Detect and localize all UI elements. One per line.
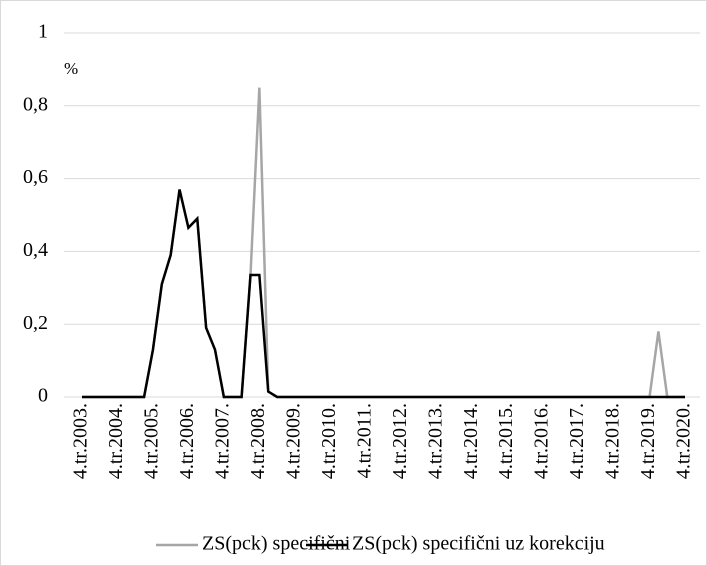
x-tick-label: 4.tr.2020. bbox=[673, 403, 695, 479]
series-line bbox=[82, 189, 685, 399]
x-tick-label: 4.tr.2012. bbox=[389, 403, 411, 479]
x-tick-label: 4.tr.2004. bbox=[105, 403, 127, 479]
legend-label: ZS(pck) specifični bbox=[202, 533, 351, 555]
x-tick-label: 4.tr.2003. bbox=[70, 403, 92, 479]
y-tick-label: 1 bbox=[38, 21, 48, 43]
y-tick-label: 0,6 bbox=[23, 166, 48, 188]
x-tick-label: 4.tr.2014. bbox=[460, 403, 482, 479]
y-tick-label: 0 bbox=[38, 385, 48, 407]
x-tick-label: 4.tr.2010. bbox=[318, 403, 340, 479]
x-tick-label: 4.tr.2018. bbox=[602, 403, 624, 479]
y-tick-label: 0,8 bbox=[23, 93, 48, 115]
x-tick-label: 4.tr.2005. bbox=[141, 403, 163, 479]
x-tick-label: 4.tr.2007. bbox=[211, 403, 233, 479]
legend-label: ZS(pck) specifični uz korekciju bbox=[352, 533, 605, 555]
x-tick-label: 4.tr.2016. bbox=[531, 403, 553, 479]
x-tick-label: 4.tr.2008. bbox=[247, 403, 269, 479]
x-tick-label: 4.tr.2019. bbox=[637, 403, 659, 479]
y-tick-label: 0,2 bbox=[23, 312, 48, 334]
x-tick-label: 4.tr.2006. bbox=[176, 403, 198, 479]
x-tick-label: 4.tr.2009. bbox=[282, 403, 304, 479]
x-tick-label: 4.tr.2017. bbox=[566, 403, 588, 479]
x-tick-label: 4.tr.2013. bbox=[424, 403, 446, 479]
x-tick-label: 4.tr.2015. bbox=[495, 403, 517, 479]
y-unit-label: % bbox=[64, 59, 78, 78]
x-tick-label: 4.tr.2011. bbox=[353, 403, 375, 478]
y-tick-label: 0,4 bbox=[23, 239, 48, 261]
